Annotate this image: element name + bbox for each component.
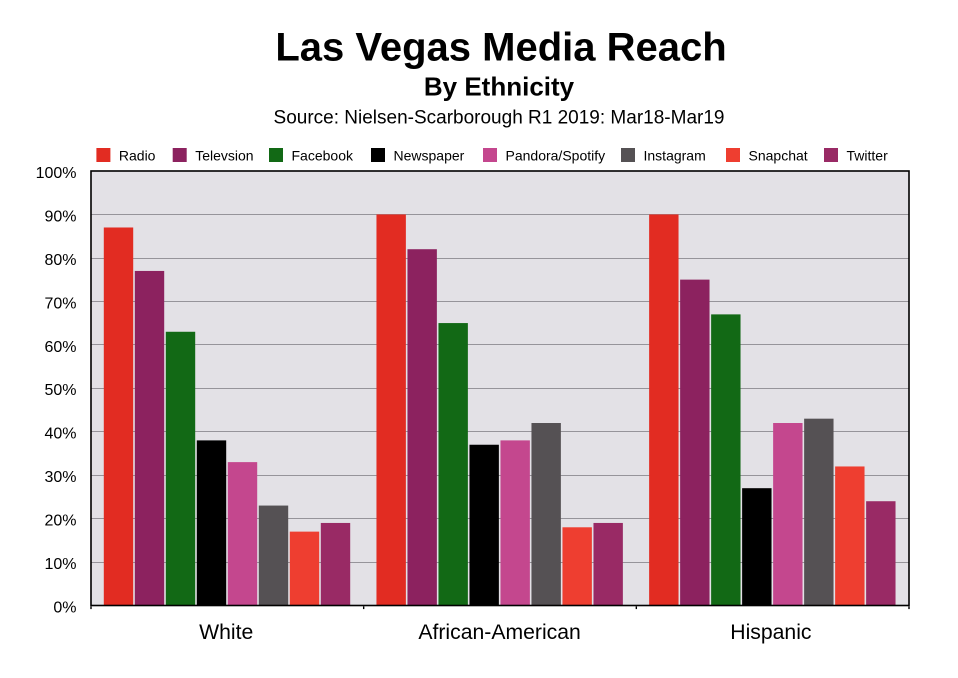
svg-text:Las Vegas Media Reach: Las Vegas Media Reach xyxy=(275,25,726,69)
svg-text:Newspaper: Newspaper xyxy=(394,147,465,163)
svg-text:30%: 30% xyxy=(44,469,76,486)
svg-text:Source: Nielsen-Scarborough R1: Source: Nielsen-Scarborough R1 2019: Mar… xyxy=(274,108,725,129)
svg-text:20%: 20% xyxy=(44,513,76,530)
svg-text:80%: 80% xyxy=(44,252,76,269)
svg-text:Hispanic: Hispanic xyxy=(730,621,812,644)
svg-text:40%: 40% xyxy=(44,426,76,443)
svg-text:African-American: African-American xyxy=(418,621,581,644)
svg-text:By Ethnicity: By Ethnicity xyxy=(424,72,575,102)
svg-text:0%: 0% xyxy=(53,600,76,617)
svg-text:Snapchat: Snapchat xyxy=(749,147,808,163)
svg-text:Radio: Radio xyxy=(119,147,156,163)
svg-text:100%: 100% xyxy=(36,165,77,182)
svg-text:White: White xyxy=(199,621,253,644)
svg-text:10%: 10% xyxy=(44,556,76,573)
svg-text:Televsion: Televsion xyxy=(195,147,253,163)
svg-text:70%: 70% xyxy=(44,295,76,312)
svg-text:60%: 60% xyxy=(44,339,76,356)
svg-text:Pandora/Spotify: Pandora/Spotify xyxy=(506,147,606,163)
svg-text:90%: 90% xyxy=(44,209,76,226)
svg-text:Facebook: Facebook xyxy=(292,147,354,163)
svg-text:Instagram: Instagram xyxy=(644,147,706,163)
svg-text:50%: 50% xyxy=(44,382,76,399)
svg-text:Twitter: Twitter xyxy=(847,147,889,163)
